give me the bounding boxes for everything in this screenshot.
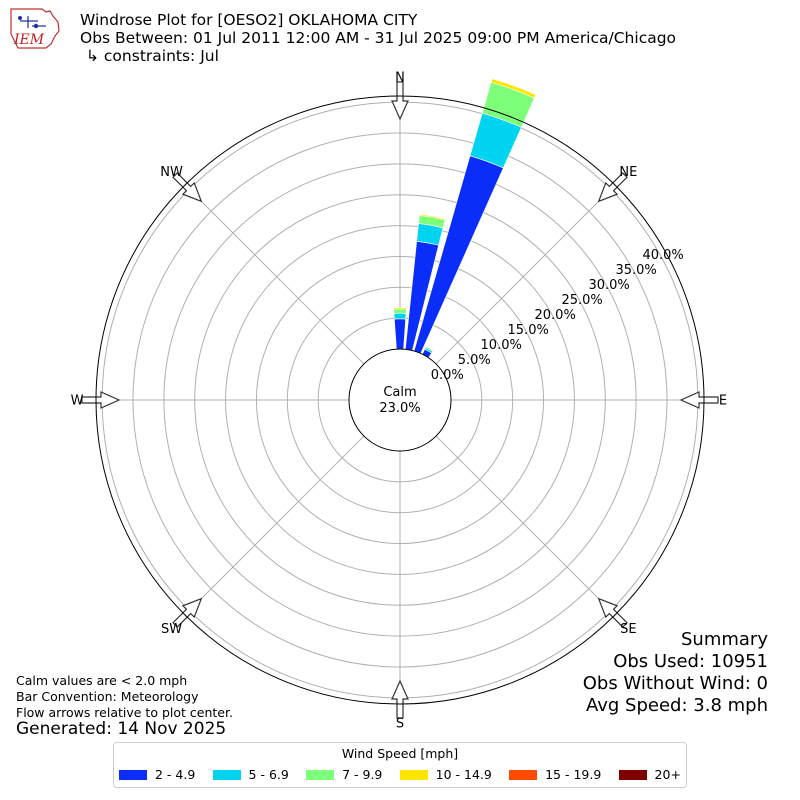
dir-label-ne: NE <box>619 165 637 180</box>
dir-label-e: E <box>719 394 727 409</box>
legend-item-1: 5 - 6.9 <box>212 767 289 782</box>
summary-avg-speed: Avg Speed: 3.8 mph <box>586 695 768 716</box>
calm-circle <box>348 348 452 452</box>
legend-item-0: 2 - 4.9 <box>119 767 195 782</box>
obs-between: Obs Between: 01 Jul 2011 12:00 AM - 31 J… <box>80 29 677 47</box>
logo-text: IEM <box>13 32 45 48</box>
bar-sector-0-bin-1 <box>393 312 407 320</box>
legend-swatch-1 <box>212 769 241 780</box>
dir-label-w: W <box>71 394 84 409</box>
r-tick-label-5: 25.0% <box>561 293 602 308</box>
arrow-n <box>391 81 409 121</box>
legend-label-5: 20+ <box>654 767 681 782</box>
legend-label-4: 15 - 19.9 <box>545 767 602 782</box>
bar-sector-0-bin-2 <box>393 308 407 314</box>
bar-sector-0-bin-0 <box>394 318 406 350</box>
dir-label-n: N <box>395 71 405 86</box>
calm-definition: Calm values are < 2.0 mph <box>16 673 188 688</box>
summary-obs-without-wind: Obs Without Wind: 0 <box>582 673 768 694</box>
legend-items: 2 - 4.9 5 - 6.9 7 - 9.9 10 - 14.9 15 - 19.9 2… <box>119 767 681 782</box>
legend-label-0: 2 - 4.9 <box>155 767 196 782</box>
flow-arrows-note: Flow arrows relative to plot center. <box>16 705 233 720</box>
spoke-ne <box>435 184 616 365</box>
radial-tick-labels: 0.0%5.0%10.0%15.0%20.0%25.0%30.0%35.0%40… <box>431 248 684 383</box>
arrow-w <box>81 391 121 409</box>
bar-convention: Bar Convention: Meteorology <box>16 689 199 704</box>
arrow-nw <box>172 172 203 203</box>
legend-label-1: 5 - 6.9 <box>248 767 289 782</box>
calm-label: Calm <box>383 385 416 400</box>
r-tick-label-6: 30.0% <box>588 278 629 293</box>
legend-swatch-0 <box>119 769 147 780</box>
bar-sector-20-bin-3 <box>490 78 537 99</box>
generated-date: Generated: 14 Nov 2025 <box>16 719 227 739</box>
legend-label-2: 7 - 9.9 <box>342 767 383 782</box>
legend-item-2: 7 - 9.9 <box>306 767 382 782</box>
calm-circle-group: Calm 23.0% <box>348 348 452 452</box>
r-tick-label-4: 20.0% <box>535 308 576 323</box>
legend-item-3: 10 - 14.9 <box>399 767 492 782</box>
constraints: ↳ constraints: Jul <box>86 47 219 65</box>
spoke-sw <box>184 435 365 616</box>
arrow-sw <box>172 597 203 628</box>
dir-label-se: SE <box>620 622 636 637</box>
legend-item-4: 15 - 19.9 <box>509 767 601 782</box>
r-tick-label-2: 10.0% <box>481 338 522 353</box>
dir-label-nw: NW <box>160 165 183 180</box>
legend: Wind Speed [mph] 2 - 4.9 5 - 6.9 7 - 9.9 10… <box>113 742 687 788</box>
legend-swatch-3 <box>399 769 428 780</box>
legend-item-5: 20+ <box>618 767 681 782</box>
iem-logo: IEM <box>10 8 60 49</box>
dir-label-sw: SW <box>161 622 182 637</box>
r-tick-label-8: 40.0% <box>642 248 683 263</box>
arrow-e <box>679 391 719 409</box>
legend-swatch-5 <box>618 769 647 780</box>
direction-arrows <box>81 81 719 719</box>
windrose-plot: Calm 23.0% N NE E SE S SW W NW 0.0%5.0%10.0%15.… <box>71 71 728 732</box>
bar-sector-0-bin-3 <box>393 307 407 310</box>
legend-label-3: 10 - 14.9 <box>435 767 492 782</box>
arrow-s <box>391 679 409 719</box>
r-tick-label-3: 15.0% <box>508 323 549 338</box>
spoke-se <box>435 435 616 616</box>
bar-sector-30-bin-3 <box>425 345 434 351</box>
r-tick-label-0: 0.0% <box>431 368 464 383</box>
chart-title: Windrose Plot for [OESO2] OKLAHOMA CITY <box>80 11 418 29</box>
summary-title: Summary <box>681 629 768 650</box>
legend-swatch-2 <box>306 769 335 780</box>
direction-labels: N NE E SE S SW W NW <box>71 71 728 732</box>
arrow-se <box>597 597 628 628</box>
spoke-nw <box>184 184 365 365</box>
windrose-bars <box>393 78 537 359</box>
legend-title: Wind Speed [mph] <box>341 746 459 761</box>
dir-label-s: S <box>396 717 404 732</box>
calm-value: 23.0% <box>379 401 420 416</box>
bar-sector-10-bin-3 <box>419 213 446 221</box>
r-tick-label-7: 35.0% <box>615 263 656 278</box>
outer-ring <box>95 95 705 705</box>
arrow-ne <box>597 172 628 203</box>
legend-swatch-4 <box>509 769 538 780</box>
r-tick-label-1: 5.0% <box>458 353 491 368</box>
summary-obs-used: Obs Used: 10951 <box>613 651 768 672</box>
